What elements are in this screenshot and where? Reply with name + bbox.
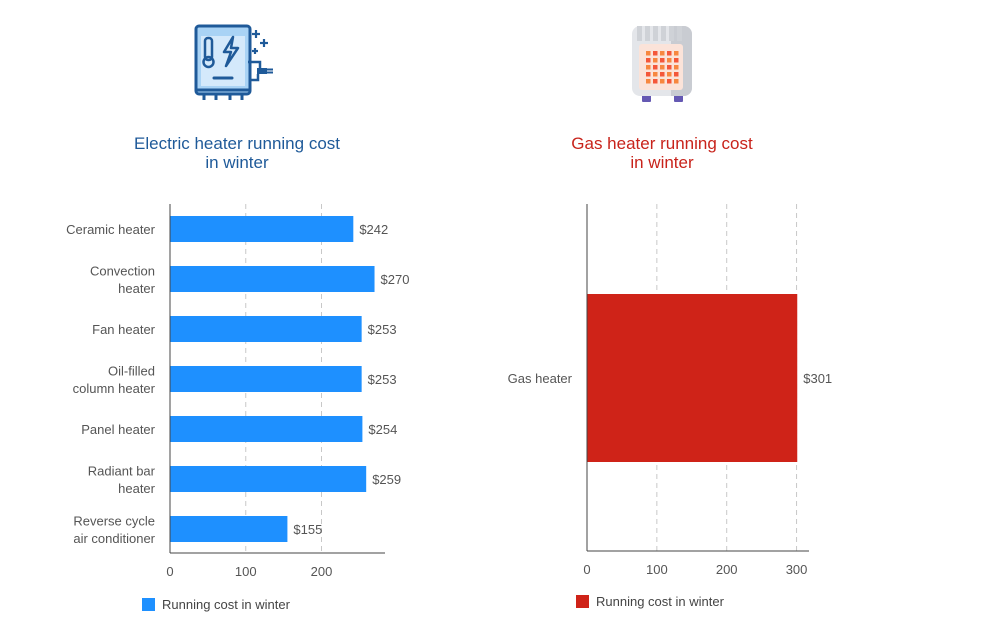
electric-bar	[170, 216, 354, 242]
electric-data-label: $270	[381, 272, 410, 287]
electric-category-label: air conditioner	[73, 531, 155, 546]
electric-bar	[170, 316, 362, 342]
electric-data-label: $155	[293, 522, 322, 537]
gas-legend[interactable]: Running cost in winter	[576, 594, 724, 609]
gas-heater-icon	[632, 26, 692, 102]
electric-category-label: Radiant bar	[88, 463, 156, 478]
electric-data-label: $253	[368, 372, 397, 387]
electric-data-label: $242	[359, 222, 388, 237]
electric-bar	[170, 516, 288, 542]
electric-tick-label: 100	[235, 564, 257, 579]
electric-data-label: $253	[368, 322, 397, 337]
electric-chart-title: Electric heater running cost in winter	[87, 134, 387, 172]
gas-title-line1: Gas heater running cost	[571, 134, 753, 153]
electric-category-label: Oil-filled	[108, 363, 155, 378]
electric-legend-label: Running cost in winter	[162, 597, 290, 612]
electric-category-label: Panel heater	[81, 422, 155, 437]
gas-bar	[587, 294, 798, 462]
electric-bar	[170, 266, 375, 292]
electric-tick-label: 0	[166, 564, 173, 579]
gas-legend-swatch	[576, 595, 589, 608]
electric-data-label: $254	[368, 422, 397, 437]
electric-title-line1: Electric heater running cost	[134, 134, 340, 153]
gas-category-label: Gas heater	[508, 371, 573, 386]
gas-data-label: $301	[803, 371, 832, 386]
electric-tick-label: 200	[311, 564, 333, 579]
gas-tick-label: 200	[716, 562, 738, 577]
electric-legend-swatch	[142, 598, 155, 611]
gas-title-line2: in winter	[630, 153, 694, 172]
electric-data-label: $259	[372, 472, 401, 487]
electric-category-label: Fan heater	[92, 322, 156, 337]
electric-bar	[170, 466, 367, 492]
electric-category-label: heater	[118, 481, 156, 496]
gas-tick-label: 100	[646, 562, 668, 577]
electric-bar	[170, 416, 363, 442]
gas-tick-label: 300	[786, 562, 808, 577]
electric-boiler-icon	[194, 24, 273, 100]
electric-category-label: heater	[118, 281, 156, 296]
electric-category-label: Reverse cycle	[73, 513, 155, 528]
gas-tick-label: 0	[583, 562, 590, 577]
gas-legend-label: Running cost in winter	[596, 594, 724, 609]
gas-chart-title: Gas heater running cost in winter	[512, 134, 812, 172]
electric-legend[interactable]: Running cost in winter	[142, 597, 290, 612]
electric-title-line2: in winter	[205, 153, 269, 172]
electric-category-label: Ceramic heater	[66, 222, 156, 237]
electric-bar	[170, 366, 362, 392]
electric-category-label: column heater	[73, 381, 156, 396]
electric-category-label: Convection	[90, 263, 155, 278]
